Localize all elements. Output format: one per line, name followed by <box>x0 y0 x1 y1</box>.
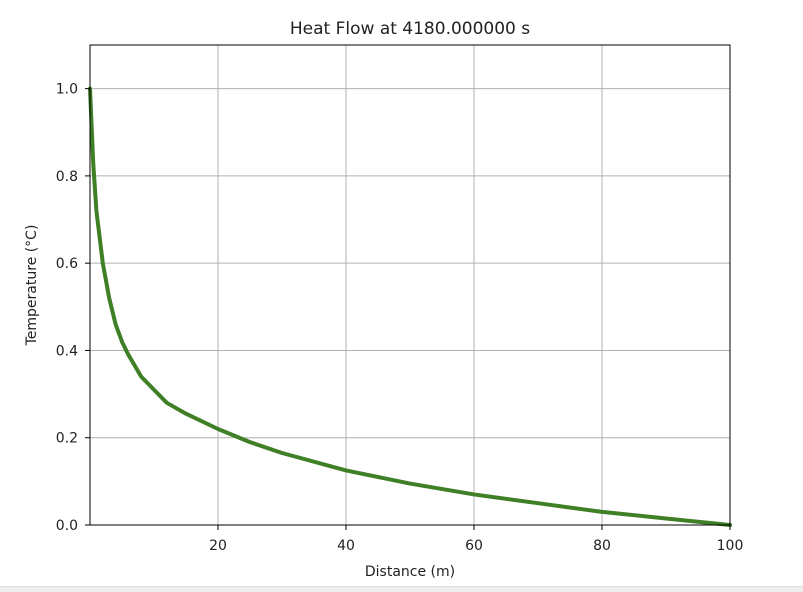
plot-frame <box>89 44 731 526</box>
y-tick-label: 0.0 <box>56 518 78 534</box>
y-axis-label: Temperature (°C) <box>24 225 40 347</box>
temperature-line <box>88 86 732 527</box>
x-tick-label: 40 <box>337 538 355 554</box>
x-axis-label: Distance (m) <box>365 564 455 580</box>
y-tick-label: 1.0 <box>56 82 78 98</box>
ticks: 20 40 60 80 100 0.0 0.2 0.4 0.6 0.8 1.0 <box>56 82 744 554</box>
x-tick-label: 20 <box>209 538 227 554</box>
series-layer <box>88 86 732 527</box>
grid <box>90 45 731 526</box>
x-tick-label: 80 <box>593 538 611 554</box>
x-tick-label: 60 <box>465 538 483 554</box>
window-bottom-bar <box>0 586 803 592</box>
y-tick-label: 0.4 <box>56 343 78 359</box>
y-tick-label: 0.2 <box>56 431 78 447</box>
x-tick-label: 100 <box>717 538 744 554</box>
y-tick-label: 0.6 <box>56 256 78 272</box>
chart-title: Heat Flow at 4180.000000 s <box>290 19 530 39</box>
y-tick-label: 0.8 <box>56 169 78 185</box>
